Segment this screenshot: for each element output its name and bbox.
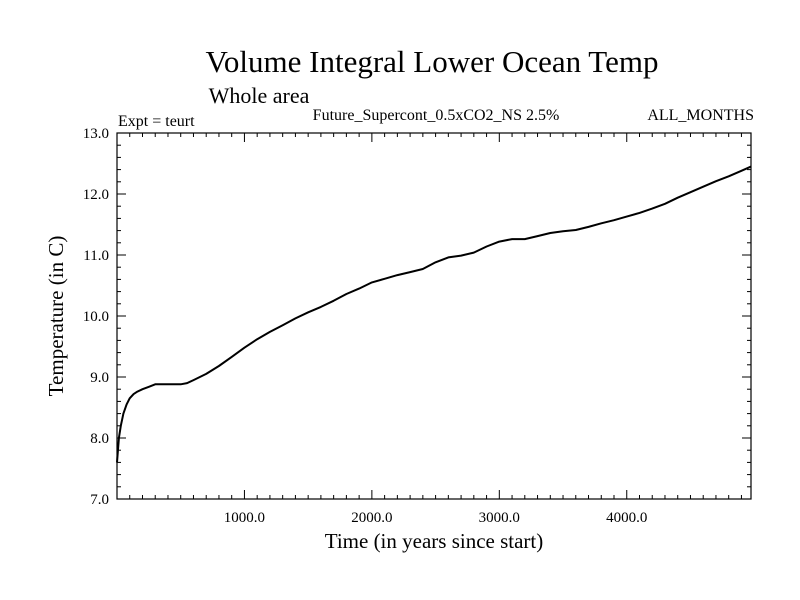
y-tick-label: 13.0 [83,126,109,142]
temperature-series-line [116,165,752,463]
plot-frame [116,132,752,500]
y-tick-label: 7.0 [90,492,109,508]
x-tick-label: 4000.0 [606,510,647,526]
x-axis-label: Time (in years since start) [325,529,544,553]
y-axis: 7.0 8.0 9.0 10.0 11.0 12.0 13.0 [83,126,751,508]
run-label: Future_Supercont_0.5xCO2_NS 2.5% [313,107,560,124]
x-tick-label: 3000.0 [479,510,520,526]
chart-subtitle: Whole area [209,83,310,108]
minor-ticks [117,133,751,499]
y-tick-label: 11.0 [83,248,109,264]
months-label: ALL_MONTHS [647,107,754,124]
y-axis-label: Temperature (in C) [44,236,68,397]
y-tick-label: 12.0 [83,187,109,203]
chart-title: Volume Integral Lower Ocean Temp [206,44,659,79]
y-tick-label: 8.0 [90,431,109,447]
y-tick-label: 10.0 [83,309,109,325]
x-tick-label: 2000.0 [351,510,392,526]
x-tick-label: 1000.0 [224,510,265,526]
y-tick-label: 9.0 [90,370,109,386]
x-axis: 1000.0 2000.0 3000.0 4000.0 [224,133,647,526]
experiment-label: Expt = teurt [118,113,195,130]
